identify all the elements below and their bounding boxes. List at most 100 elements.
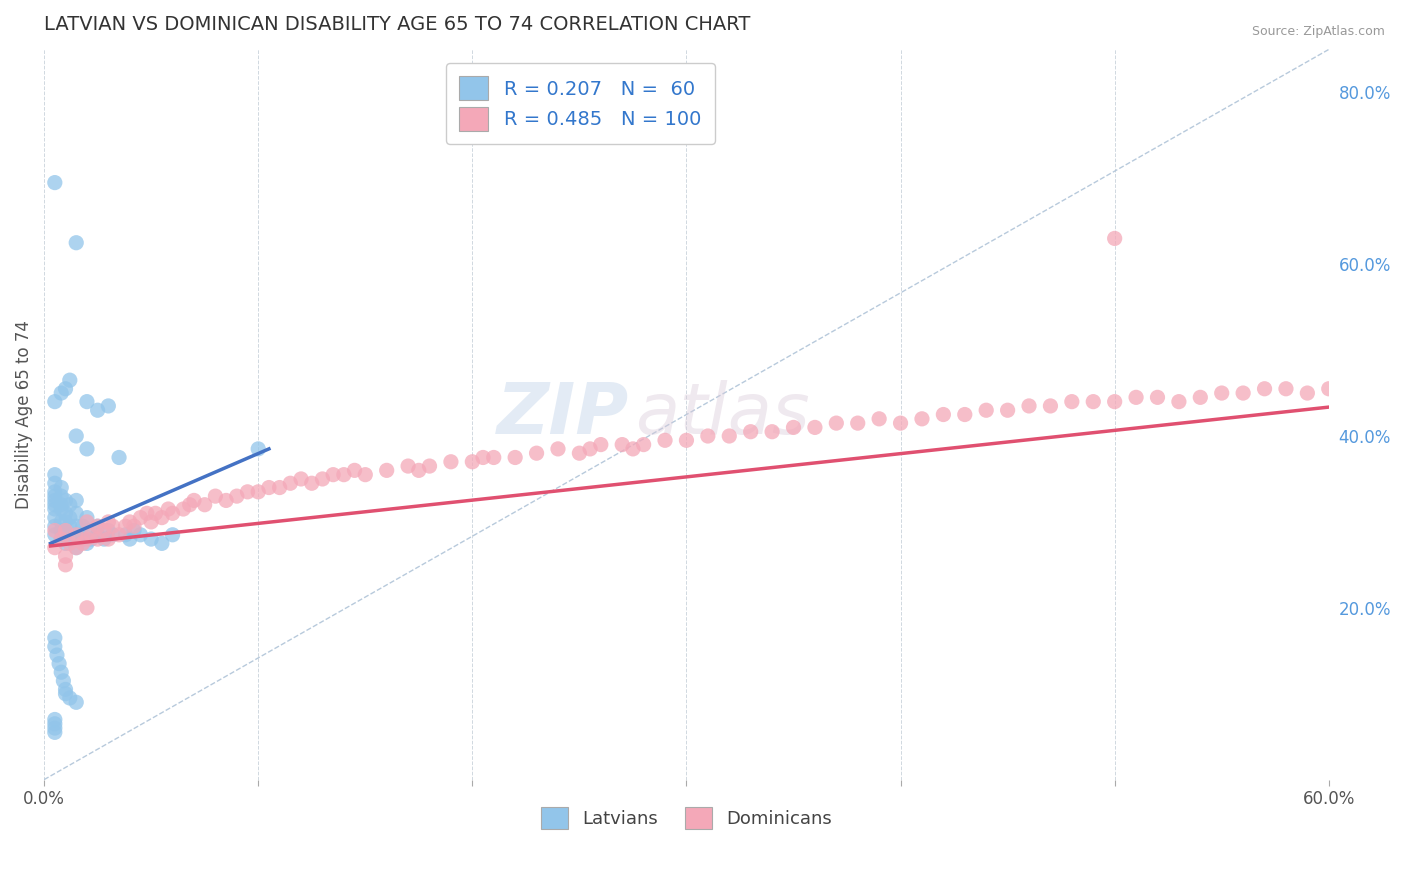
Point [51, 502, 73, 516]
Point [150, 536, 173, 550]
Point [76, 442, 98, 456]
Point [76, 600, 98, 615]
Point [101, 519, 124, 533]
Point [55, 528, 77, 542]
Point [472, 450, 495, 465]
Point [675, 434, 697, 448]
Point [65, 695, 87, 709]
Point [97, 524, 120, 538]
Point [51, 489, 73, 503]
Point [86, 519, 108, 533]
Point [44, 498, 66, 512]
Point [44, 467, 66, 482]
Point [183, 493, 205, 508]
Point [44, 716, 66, 731]
Point [1018, 399, 1040, 413]
Point [804, 420, 827, 434]
Point [55, 687, 77, 701]
Point [51, 498, 73, 512]
Point [65, 528, 87, 542]
Point [44, 725, 66, 739]
Point [44, 176, 66, 190]
Point [65, 519, 87, 533]
Point [72, 519, 94, 533]
Point [150, 510, 173, 524]
Point [129, 510, 152, 524]
Point [101, 528, 124, 542]
Point [44, 484, 66, 499]
Point [1146, 390, 1168, 404]
Point [482, 450, 505, 465]
Point [76, 394, 98, 409]
Y-axis label: Disability Age 65 to 74: Disability Age 65 to 74 [15, 320, 32, 509]
Point [141, 515, 163, 529]
Point [612, 437, 634, 451]
Point [1104, 394, 1126, 409]
Point [44, 541, 66, 555]
Point [76, 536, 98, 550]
Point [145, 506, 167, 520]
Point [59, 536, 82, 550]
Point [503, 450, 526, 465]
Point [97, 515, 120, 529]
Point [761, 425, 783, 439]
Point [108, 450, 131, 465]
Point [301, 476, 323, 491]
Point [44, 493, 66, 508]
Point [825, 416, 848, 430]
Point [65, 235, 87, 250]
Point [162, 506, 184, 520]
Point [1104, 231, 1126, 245]
Point [257, 481, 280, 495]
Point [135, 506, 157, 520]
Point [974, 403, 997, 417]
Point [333, 467, 356, 482]
Point [114, 519, 136, 533]
Point [290, 472, 312, 486]
Point [953, 408, 976, 422]
Point [93, 524, 115, 538]
Point [86, 519, 108, 533]
Point [375, 463, 398, 477]
Point [408, 463, 430, 477]
Point [44, 631, 66, 645]
Point [621, 442, 644, 456]
Point [72, 536, 94, 550]
Point [48, 657, 70, 671]
Point [311, 472, 333, 486]
Point [51, 481, 73, 495]
Point [1232, 386, 1254, 401]
Point [633, 437, 655, 451]
Point [65, 493, 87, 508]
Point [55, 506, 77, 520]
Point [343, 463, 366, 477]
Point [55, 536, 77, 550]
Point [526, 446, 548, 460]
Point [740, 425, 762, 439]
Point [44, 524, 66, 538]
Point [65, 506, 87, 520]
Point [80, 528, 103, 542]
Point [51, 524, 73, 538]
Point [51, 532, 73, 546]
Point [51, 515, 73, 529]
Point [108, 528, 131, 542]
Point [93, 532, 115, 546]
Point [1211, 386, 1233, 401]
Point [890, 416, 912, 430]
Point [997, 403, 1019, 417]
Point [44, 721, 66, 735]
Point [76, 524, 98, 538]
Point [65, 541, 87, 555]
Point [322, 467, 344, 482]
Point [547, 442, 569, 456]
Point [354, 467, 377, 482]
Point [1189, 390, 1212, 404]
Point [782, 420, 804, 434]
Point [579, 442, 602, 456]
Point [418, 458, 440, 473]
Point [247, 442, 270, 456]
Point [396, 458, 419, 473]
Point [1167, 394, 1189, 409]
Point [236, 484, 259, 499]
